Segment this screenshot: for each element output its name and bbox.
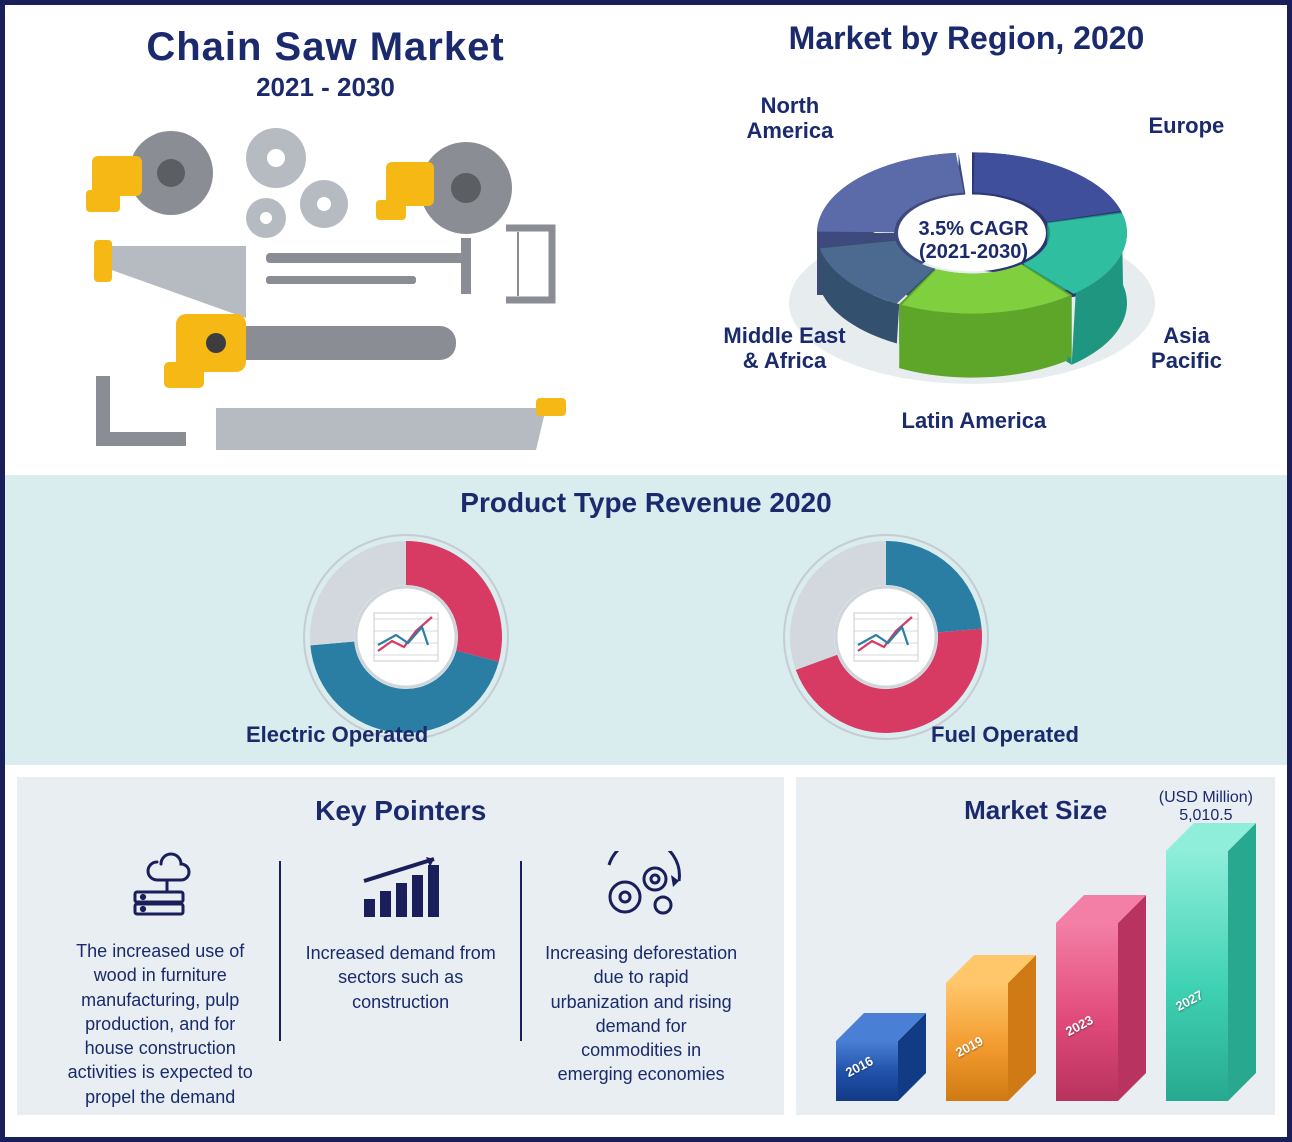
cloud-server-icon <box>117 849 203 925</box>
region-label-latin-america: Latin America <box>902 408 1047 433</box>
key-pointers-panel: Key Pointers <box>17 777 784 1115</box>
market-size-unit: (USD Million) 5,010.5 <box>1159 789 1253 825</box>
region-label-europe: Europe <box>1149 113 1225 138</box>
title-period: 2021 - 2030 <box>25 72 626 103</box>
donut-fuel: Fuel Operated <box>736 527 1036 752</box>
product-type-panel: Product Type Revenue 2020 Electric Opera… <box>5 475 1287 765</box>
cagr-line1: 3.5% CAGR <box>918 218 1028 240</box>
growth-bars-icon <box>356 849 446 927</box>
key-pointers-columns: The increased use of wood in furniture m… <box>41 849 760 1109</box>
cagr-center-text: 3.5% CAGR (2021-2030) <box>889 218 1059 264</box>
region-3d-donut: 3.5% CAGR (2021-2030) NorthAmerica Europ… <box>687 63 1247 443</box>
unit-label: (USD Million) <box>1159 789 1253 806</box>
saw-tools-illustration <box>66 118 586 458</box>
product-type-donuts: Electric Operated Fuel Operated <box>256 527 1036 752</box>
key-pointer-2: Increased demand from sectors such as co… <box>281 849 519 1109</box>
bottom-row: Key Pointers <box>5 765 1287 1127</box>
region-label-north-america: NorthAmerica <box>747 93 834 144</box>
market-size-panel: Market Size (USD Million) 5,010.5 201620… <box>796 777 1275 1115</box>
key-pointer-2-text: Increased demand from sectors such as co… <box>303 941 497 1014</box>
region-chart-title: Market by Region, 2020 <box>666 20 1267 57</box>
product-type-title: Product Type Revenue 2020 <box>460 487 831 519</box>
region-label-mea: Middle East& Africa <box>705 323 865 374</box>
key-pointer-3-text: Increasing deforestation due to rapid ur… <box>544 941 738 1087</box>
key-pointer-1-text: The increased use of wood in furniture m… <box>63 939 257 1109</box>
donut-fuel-label: Fuel Operated <box>931 722 1079 748</box>
market-size-bars: 2016201920232027 <box>796 841 1275 1101</box>
market-size-bar: 2019 <box>946 955 1036 1101</box>
top-row: Chain Saw Market 2021 - 2030 <box>5 5 1287 475</box>
key-pointer-3: Increasing deforestation due to rapid ur… <box>522 849 760 1109</box>
key-pointer-1: The increased use of wood in furniture m… <box>41 849 279 1109</box>
donut-electric-label: Electric Operated <box>246 722 428 748</box>
cagr-line2: (2021-2030) <box>919 241 1028 263</box>
gears-cycle-icon <box>593 849 689 927</box>
main-title: Chain Saw Market <box>25 25 626 70</box>
donut-electric: Electric Operated <box>256 527 556 752</box>
market-size-bar: 2023 <box>1056 895 1146 1101</box>
top-value: 5,010.5 <box>1179 807 1232 824</box>
region-label-asia-pacific: Asia Pacific <box>1127 323 1247 374</box>
market-size-bar: 2016 <box>836 1013 926 1101</box>
key-pointers-title: Key Pointers <box>41 795 760 827</box>
market-size-bar: 2027 <box>1166 823 1256 1101</box>
region-panel: Market by Region, 2020 3.5% CAGR (2021-2… <box>646 5 1287 475</box>
header-panel: Chain Saw Market 2021 - 2030 <box>5 5 646 475</box>
infographic-frame: Chain Saw Market 2021 - 2030 <box>0 0 1292 1142</box>
